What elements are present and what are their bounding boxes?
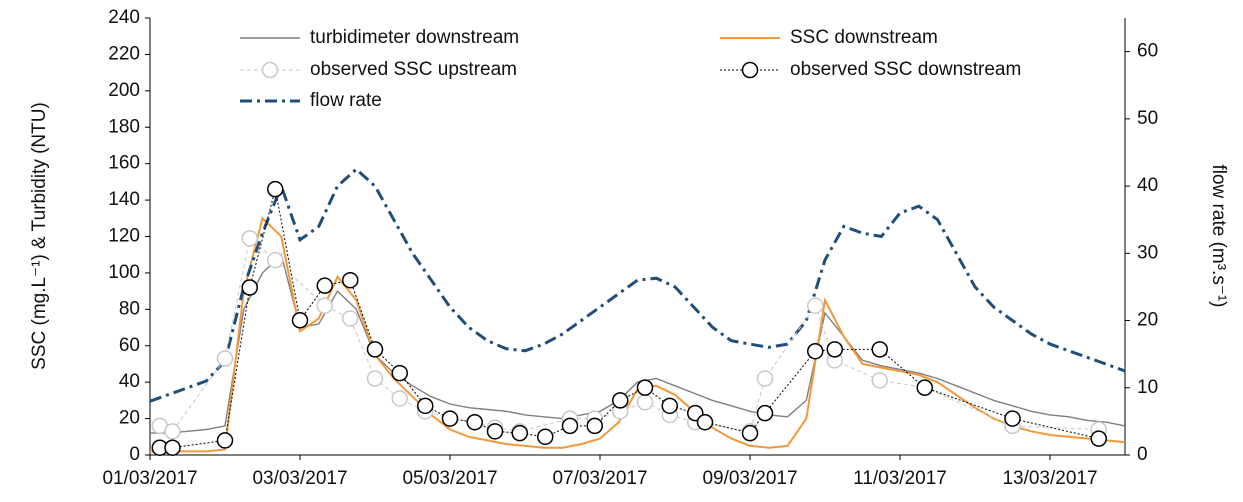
observation-marker	[661, 397, 678, 415]
legend-label: turbidimeter downstream	[310, 27, 519, 48]
observation-marker	[267, 251, 284, 269]
observation-marker	[316, 297, 333, 314]
x-tick-label: 03/03/2017	[252, 468, 347, 489]
observation-marker	[1004, 410, 1021, 427]
observation-marker	[241, 230, 258, 247]
y2-axis-label: flow rate (m³.s⁻¹)	[1208, 164, 1229, 307]
observation-marker	[871, 372, 888, 389]
legend-label: SSC downstream	[790, 27, 938, 48]
x-tick-label: 07/03/2017	[552, 468, 647, 489]
legend-label: observed SSC upstream	[310, 59, 517, 80]
observation-marker	[1090, 430, 1107, 447]
observation-marker	[586, 417, 603, 435]
x-tick-label: 05/03/2017	[402, 468, 497, 489]
observation-marker	[696, 413, 714, 431]
observation-marker	[511, 424, 528, 442]
observation-marker	[417, 397, 434, 415]
observation-marker	[391, 364, 408, 382]
observation-marker	[756, 404, 774, 422]
observation-marker	[316, 277, 333, 294]
y-tick-label: 140	[108, 189, 140, 210]
y-tick-label: 180	[108, 116, 140, 137]
observation-marker	[291, 312, 309, 329]
y-tick-label: 160	[108, 153, 140, 174]
x-tick-label: 11/03/2017	[853, 468, 947, 489]
series-line	[150, 253, 1126, 434]
x-tick-label: 13/03/2017	[1002, 468, 1097, 489]
observation-marker	[391, 390, 408, 407]
observation-marker	[612, 392, 629, 409]
legend-label: flow rate	[310, 90, 382, 111]
observation-marker	[466, 413, 483, 431]
y-axis-label: SSC (mg.L⁻¹) & Turbidity (NTU)	[29, 102, 50, 370]
observation-marker	[342, 271, 359, 289]
observation-marker	[342, 310, 359, 327]
y2-tick-label: 50	[1137, 108, 1158, 129]
y2-tick-label: 20	[1137, 310, 1158, 331]
observation-marker	[756, 370, 774, 387]
y2-tick-label: 30	[1137, 242, 1158, 263]
observation-marker	[636, 379, 654, 396]
y-tick-label: 120	[108, 226, 140, 247]
y2-tick-label: 40	[1137, 175, 1158, 196]
observation-marker	[561, 417, 579, 435]
observation-marker	[636, 393, 654, 411]
y2-tick-label: 0	[1137, 444, 1148, 465]
observation-marker	[871, 341, 888, 358]
y-tick-label: 100	[108, 262, 140, 283]
observation-marker	[741, 424, 759, 442]
legend-label: observed SSC downstream	[790, 59, 1021, 80]
observation-marker	[366, 370, 384, 387]
y-tick-label: 0	[129, 444, 140, 465]
observation-marker	[216, 350, 234, 367]
y-tick-label: 20	[119, 408, 140, 429]
observation-marker	[807, 297, 824, 314]
series-line	[150, 216, 1126, 453]
y-tick-label: 220	[108, 43, 140, 64]
observation-marker	[807, 342, 824, 360]
observation-marker	[267, 180, 284, 198]
y-tick-label: 60	[119, 335, 140, 356]
y-tick-label: 240	[108, 7, 140, 28]
y2-tick-label: 60	[1137, 41, 1158, 62]
observation-marker	[916, 379, 933, 396]
x-tick-label: 01/03/2017	[102, 468, 197, 489]
y-tick-label: 40	[119, 371, 140, 392]
observation-marker	[164, 439, 181, 456]
x-tick-label: 09/03/2017	[702, 468, 797, 489]
connector-line	[159, 237, 1099, 432]
series-line	[149, 167, 1126, 403]
legend-marker	[741, 61, 759, 79]
legend-marker	[261, 61, 279, 79]
observation-marker	[441, 410, 459, 427]
observation-marker	[216, 432, 234, 449]
observation-marker	[366, 341, 384, 358]
observation-marker	[826, 341, 843, 358]
y-tick-label: 80	[119, 298, 140, 319]
y2-tick-label: 10	[1137, 377, 1158, 398]
observation-marker	[486, 423, 504, 440]
observation-marker	[164, 423, 181, 440]
observation-marker	[537, 428, 554, 446]
observation-marker	[241, 279, 258, 296]
y-tick-label: 200	[108, 80, 140, 101]
